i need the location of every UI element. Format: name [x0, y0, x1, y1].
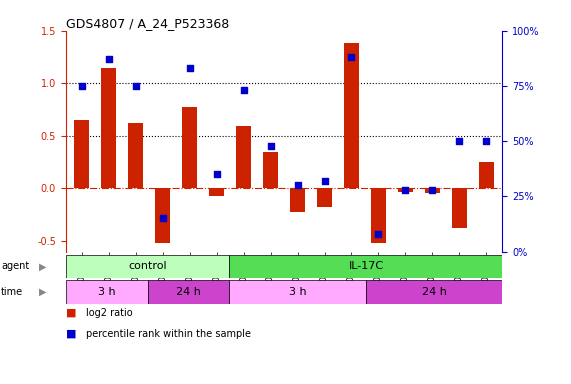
Bar [147, 280, 230, 304]
Text: 3 h: 3 h [98, 287, 115, 297]
Point [482, 138, 491, 144]
Bar [366, 280, 502, 304]
Bar [182, 108, 197, 189]
Text: ▶: ▶ [39, 287, 46, 297]
Point [401, 187, 410, 193]
Point [185, 65, 194, 71]
Bar [230, 280, 366, 304]
Point [266, 142, 275, 149]
Text: control: control [128, 262, 167, 271]
Text: 24 h: 24 h [422, 287, 447, 297]
Bar [236, 126, 251, 189]
Point [77, 83, 86, 89]
Bar [209, 189, 224, 196]
Point [428, 187, 437, 193]
Point [131, 83, 140, 89]
Text: time: time [1, 287, 23, 297]
Point [158, 215, 167, 222]
Point [239, 87, 248, 93]
Text: IL-17C: IL-17C [348, 262, 384, 271]
Text: 24 h: 24 h [176, 287, 201, 297]
Bar [155, 189, 170, 243]
Bar [371, 189, 386, 243]
Point [293, 182, 302, 188]
Bar [66, 255, 230, 278]
Point [347, 54, 356, 60]
Bar [344, 43, 359, 189]
Bar [263, 152, 278, 189]
Text: 3 h: 3 h [289, 287, 307, 297]
Point [104, 56, 114, 63]
Point [212, 171, 221, 177]
Bar [66, 280, 147, 304]
Bar [102, 68, 116, 189]
Text: GDS4807 / A_24_P523368: GDS4807 / A_24_P523368 [66, 17, 229, 30]
Point [455, 138, 464, 144]
Bar [317, 189, 332, 207]
Text: ■: ■ [66, 308, 76, 318]
Text: percentile rank within the sample: percentile rank within the sample [86, 329, 251, 339]
Point [374, 231, 383, 237]
Bar [479, 162, 494, 189]
Text: agent: agent [1, 262, 29, 271]
Text: ■: ■ [66, 329, 76, 339]
Point [320, 178, 329, 184]
Bar [452, 189, 467, 228]
Bar [128, 123, 143, 189]
Bar [398, 189, 413, 192]
Text: log2 ratio: log2 ratio [86, 308, 132, 318]
Text: ▶: ▶ [39, 262, 46, 271]
Bar [290, 189, 305, 212]
Bar [74, 120, 89, 189]
Bar [425, 189, 440, 193]
Bar [230, 255, 502, 278]
